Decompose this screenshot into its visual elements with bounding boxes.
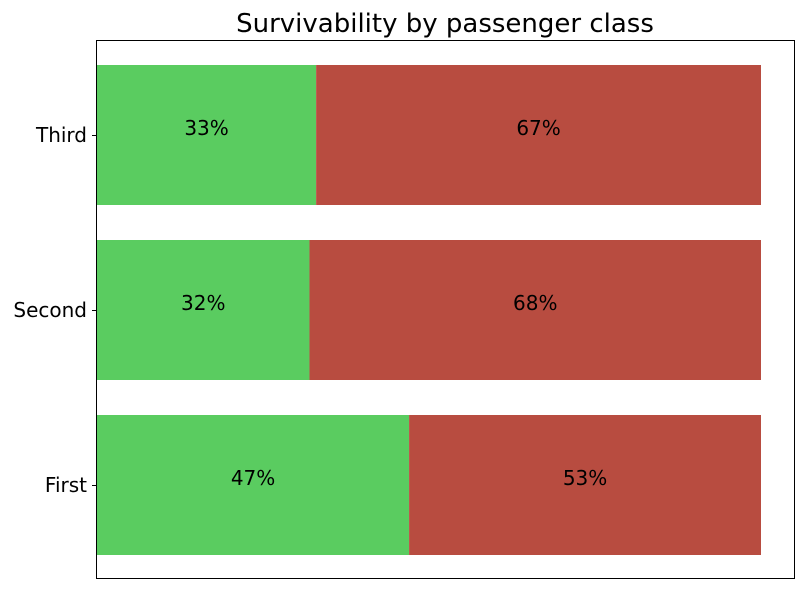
y-tick-label-second: Second — [13, 298, 87, 322]
plot-area-frame — [96, 40, 795, 579]
bar-second-segment-1 — [309, 240, 761, 380]
data-label-second-0: 32% — [181, 291, 225, 315]
data-labels-group: 47% 53% 32% 68% 33% 67% — [181, 116, 607, 490]
data-label-first-1: 53% — [563, 466, 607, 490]
data-label-third-0: 33% — [184, 116, 228, 140]
bar-first-segment-1 — [409, 415, 761, 555]
bar-third-segment-0 — [97, 65, 317, 205]
bar-third-segment-1 — [316, 65, 761, 205]
y-axis-ticks: First Second Third — [13, 123, 97, 497]
chart-title: Survivability by passenger class — [236, 9, 654, 39]
y-tick-label-first: First — [45, 473, 87, 497]
data-label-first-0: 47% — [231, 466, 275, 490]
bar-first-segment-0 — [97, 415, 410, 555]
data-label-second-1: 68% — [513, 291, 557, 315]
data-label-third-1: 67% — [516, 116, 560, 140]
y-tick-label-third: Third — [35, 123, 87, 147]
bars-group — [97, 65, 761, 555]
bar-second-segment-0 — [97, 240, 310, 380]
